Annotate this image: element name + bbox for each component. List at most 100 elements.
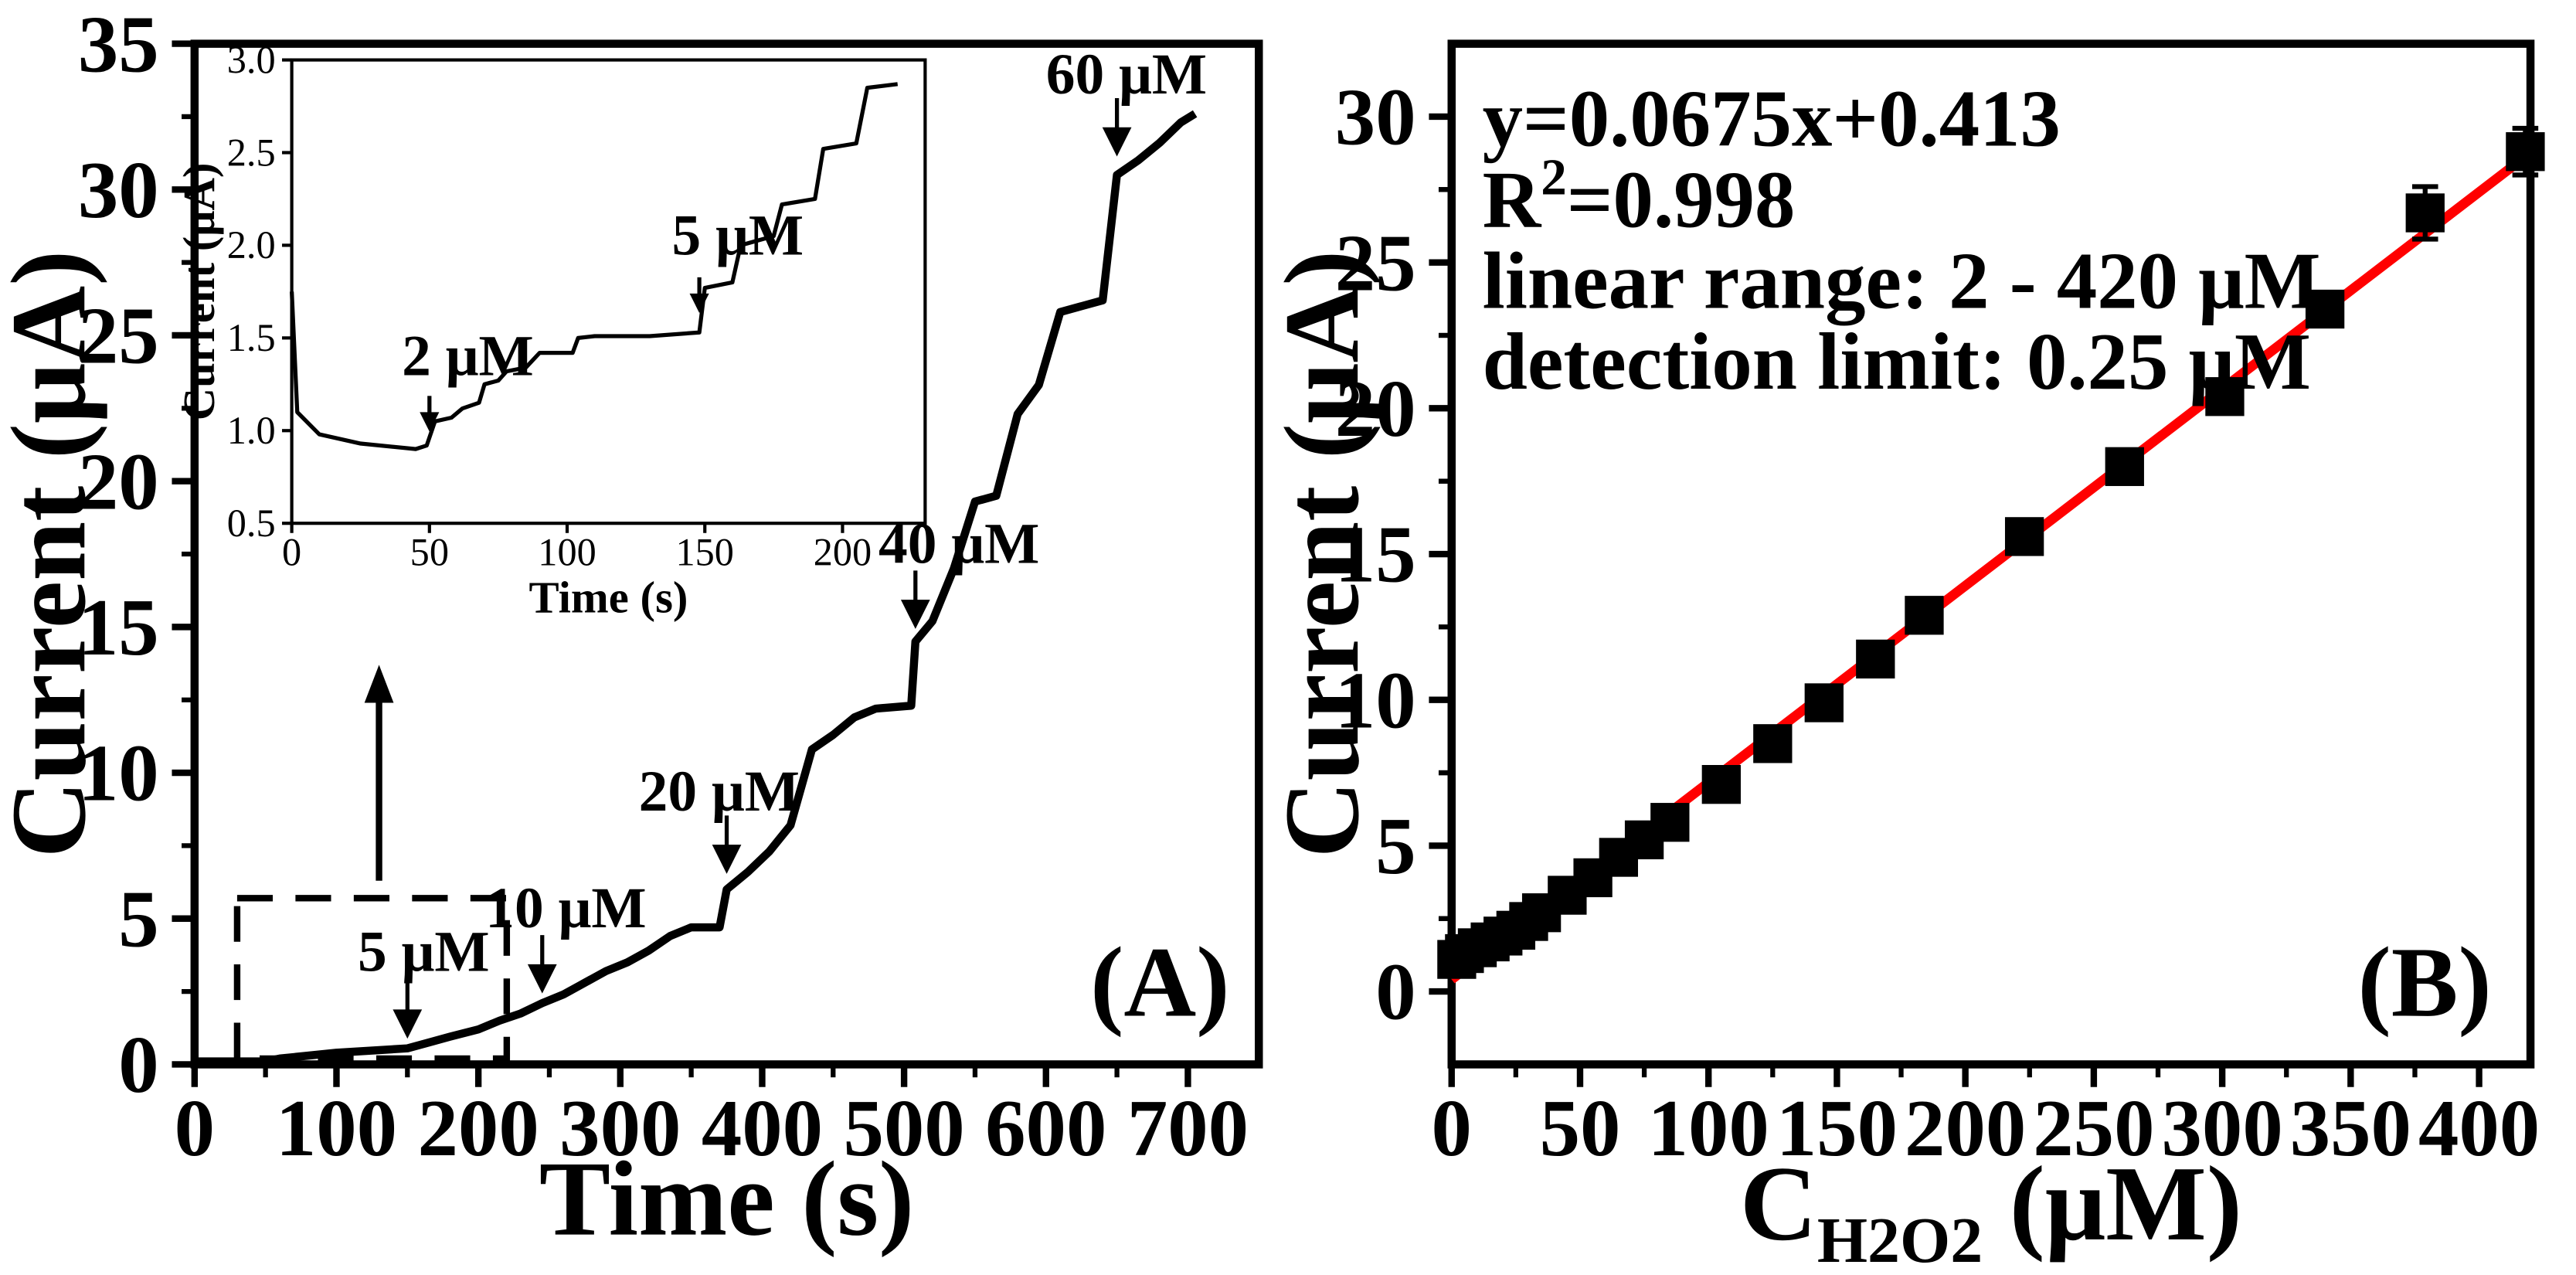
panel-b-ticks: 0 50 100 150 200 250 300 350 400 0 5 10 15 20 25 30: [1335, 73, 2540, 1173]
x-tick-label: 250: [2033, 1083, 2154, 1173]
inset-y-tick-label: 3.0: [227, 38, 276, 81]
panel-b-y-axis-title: Current (μA): [1263, 250, 1381, 858]
inset-arrow-5uM-head: [689, 293, 709, 313]
inset-x-tick-label: 150: [676, 531, 734, 574]
inset-y-tick-label: 1.0: [227, 409, 276, 452]
inset-frame: [290, 58, 927, 525]
inset-y-tick-label: 2.5: [227, 131, 276, 174]
point-marker: [2205, 377, 2245, 416]
data-point: [2004, 517, 2044, 556]
x-tick-label: 500: [844, 1083, 965, 1173]
x-title-sub: H2O2: [1817, 1205, 1983, 1275]
point-marker: [1701, 765, 1741, 804]
y-tick-label: 35: [78, 0, 159, 89]
x-tick-label: 100: [276, 1083, 397, 1173]
y-tick-label: 25: [1335, 218, 1416, 308]
data-point: [2105, 447, 2144, 486]
linear-range: linear range: 2 - 420 μM: [1483, 236, 2321, 325]
y-tick-label: 5: [118, 874, 158, 964]
data-point: [2305, 289, 2345, 329]
annotation-20uM: 20 μM: [639, 760, 800, 824]
x-title-unit: (μM): [1983, 1144, 2242, 1263]
detection-limit: detection limit: 0.25 μM: [1483, 317, 2311, 406]
inset-x-tick-label: 100: [538, 531, 596, 574]
x-tick-label: 300: [559, 1083, 681, 1173]
panel-a-y-axis-title: Current (μA): [0, 250, 107, 858]
panel-a-label: (A): [1090, 927, 1229, 1039]
point-marker: [1804, 683, 1844, 722]
inset-x-tick-label: 200: [814, 531, 872, 574]
data-point: [1701, 765, 1741, 804]
x-tick-label: 350: [2290, 1083, 2411, 1173]
r-squared-sup: 2: [1541, 148, 1567, 206]
zoom-up-arrow-head: [364, 665, 394, 703]
x-title-main: C: [1740, 1144, 1817, 1263]
y-tick-label: 10: [78, 729, 159, 818]
data-point: [2506, 125, 2545, 178]
inset-arrows: [420, 277, 709, 432]
x-tick-label: 200: [418, 1083, 539, 1173]
x-tick-label: 400: [2418, 1083, 2540, 1173]
arrow-5uM-head: [393, 1009, 423, 1039]
y-tick-label: 15: [1335, 510, 1416, 600]
x-tick-label: 0: [1432, 1083, 1472, 1173]
panel-a-current-trace: [194, 110, 1198, 1066]
x-tick-label: 400: [702, 1083, 823, 1173]
inset-arrow-2uM-head: [420, 412, 440, 432]
y-tick-label: 25: [78, 291, 159, 381]
point-marker: [1856, 639, 1895, 679]
annotation-5uM: 5 μM: [358, 920, 490, 984]
annotation-60uM: 60 μM: [1046, 42, 1207, 107]
point-marker: [2004, 517, 2044, 556]
data-point: [1573, 858, 1613, 898]
x-tick-label: 200: [1905, 1083, 2026, 1173]
inset-x-tick-label: 0: [282, 531, 301, 574]
y-tick-label: 15: [78, 583, 159, 672]
x-tick-label: 50: [1540, 1083, 1621, 1173]
point-marker: [1905, 596, 1944, 635]
arrow-20uM-head: [712, 845, 742, 874]
inset-zoom-box: [233, 895, 511, 1062]
panel-a-x-axis-title: Time (s): [539, 1140, 914, 1258]
arrow-60uM-head: [1102, 127, 1132, 157]
inset-x-tick-label: 50: [410, 531, 449, 574]
x-tick-label: 700: [1127, 1083, 1249, 1173]
panel-b-points: [1437, 125, 2545, 979]
point-marker: [1753, 724, 1793, 763]
panel-b: 0 50 100 150 200 250 300 350 400 0 5 10 15 20 25 30 y=0…: [1263, 39, 2545, 1275]
r-squared: R2=0.998: [1483, 148, 1796, 245]
y-tick-label: 5: [1375, 801, 1415, 891]
y-tick-label: 0: [118, 1020, 158, 1110]
point-marker: [2305, 289, 2345, 329]
r-squared-prefix: R: [1483, 155, 1542, 245]
inset-annotation-2uM: 2 μM: [402, 324, 534, 388]
panel-a-arrows: [393, 98, 1132, 1039]
x-tick-label: 600: [985, 1083, 1106, 1173]
data-point: [1804, 683, 1844, 722]
point-marker: [2105, 447, 2144, 486]
x-tick-label: 100: [1648, 1083, 1769, 1173]
arrow-10uM-head: [527, 964, 557, 994]
x-tick-label: 0: [175, 1083, 215, 1173]
point-marker: [2506, 132, 2545, 172]
inset-plot: 0 50 100 150 200 0.5 1.0 1.5 2.0 2.5 3.0 2 μM 5 μM…: [174, 38, 927, 623]
point-marker: [2405, 193, 2445, 233]
inset-y-tick-label: 1.5: [227, 316, 276, 359]
y-tick-label: 20: [1335, 364, 1416, 454]
annotation-40uM: 40 μM: [878, 512, 1039, 576]
inset-current-trace: [289, 82, 899, 451]
inset-annotation-5uM: 5 μM: [671, 203, 804, 267]
x-tick-label: 300: [2162, 1083, 2283, 1173]
panel-b-label: (B): [2358, 927, 2492, 1039]
data-point: [1856, 639, 1895, 679]
y-tick-label: 20: [78, 437, 159, 526]
data-point: [2205, 377, 2245, 416]
x-tick-label: 150: [1776, 1083, 1898, 1173]
data-point: [1753, 724, 1793, 763]
data-point: [1905, 596, 1944, 635]
annotation-10uM: 10 μM: [485, 876, 646, 940]
inset-y-axis-title: Current (μA): [174, 163, 224, 421]
y-tick-label: 0: [1375, 947, 1415, 1037]
y-tick-label: 30: [78, 145, 159, 235]
